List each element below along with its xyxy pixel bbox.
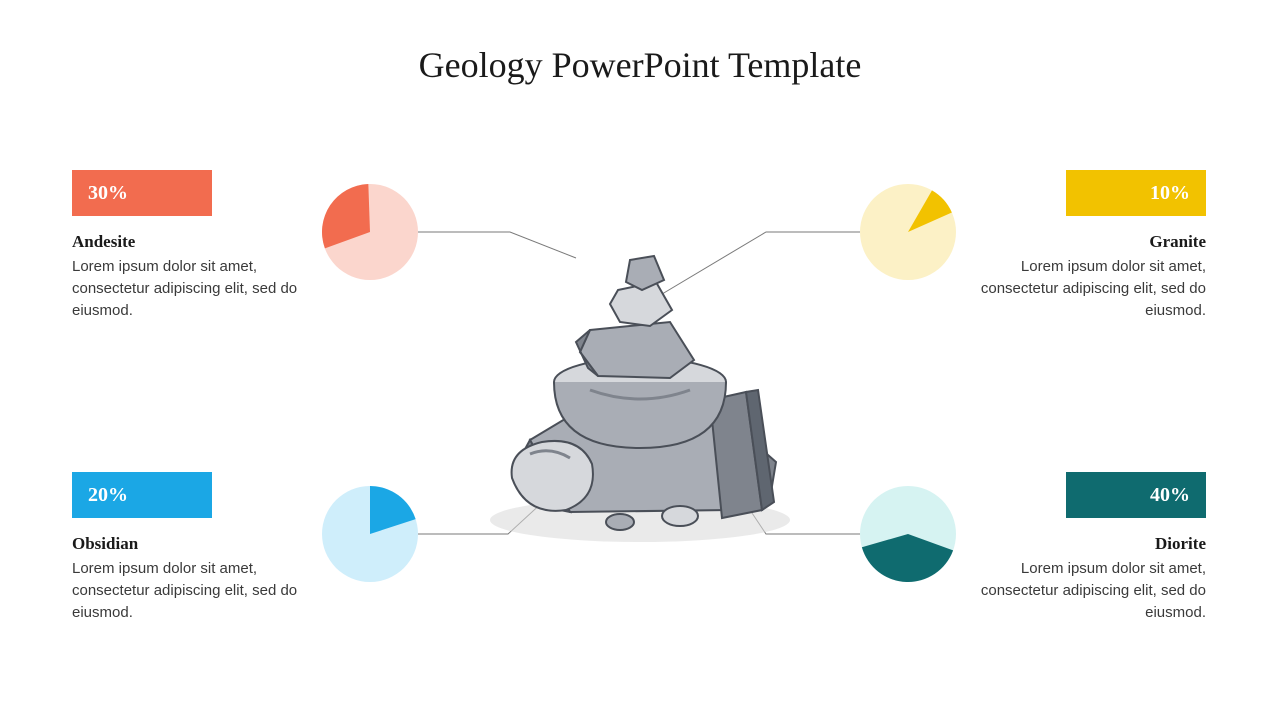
percent-box-andesite: 30%	[72, 170, 212, 216]
body-granite: Lorem ipsum dolor sit amet, consectetur …	[978, 256, 1206, 321]
pie-diorite	[860, 486, 956, 582]
percent-text-granite: 10%	[1150, 182, 1190, 205]
percent-text-andesite: 30%	[88, 182, 128, 205]
pie-obsidian	[322, 486, 418, 582]
percent-box-diorite: 40%	[1066, 472, 1206, 518]
pie-granite	[860, 184, 956, 280]
heading-obsidian: Obsidian	[72, 534, 138, 554]
percent-box-obsidian: 20%	[72, 472, 212, 518]
body-diorite: Lorem ipsum dolor sit amet, consectetur …	[978, 558, 1206, 623]
percent-box-granite: 10%	[1066, 170, 1206, 216]
percent-text-obsidian: 20%	[88, 484, 128, 507]
body-obsidian: Lorem ipsum dolor sit amet, consectetur …	[72, 558, 302, 623]
heading-diorite: Diorite	[978, 534, 1206, 554]
percent-text-diorite: 40%	[1150, 484, 1190, 507]
rock-pebble-2	[606, 514, 634, 530]
rock-illustration	[470, 210, 810, 550]
slide-root: Geology PowerPoint Template	[0, 0, 1280, 720]
rock-left-boulder	[512, 441, 593, 511]
rock-cap	[610, 256, 672, 326]
heading-granite: Granite	[978, 232, 1206, 252]
rock-pebble-1	[662, 506, 698, 526]
slide-title: Geology PowerPoint Template	[0, 44, 1280, 86]
body-andesite: Lorem ipsum dolor sit amet, consectetur …	[72, 256, 302, 321]
rock-upper-block	[576, 322, 694, 378]
heading-andesite: Andesite	[72, 232, 135, 252]
pie-andesite	[322, 184, 418, 280]
